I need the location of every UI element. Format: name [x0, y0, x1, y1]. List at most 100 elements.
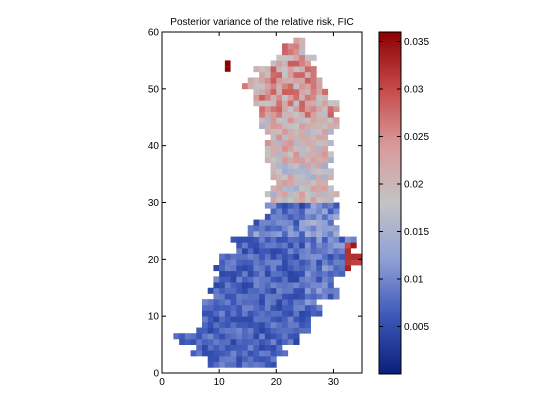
heatmap-cell — [304, 219, 311, 226]
heatmap-cell — [299, 191, 306, 198]
heatmap-cell — [247, 361, 254, 368]
heatmap-cell — [213, 321, 220, 328]
heatmap-cell — [287, 310, 294, 317]
heatmap-cell — [264, 282, 271, 289]
heatmap-cell — [219, 344, 226, 351]
heatmap-cell — [282, 185, 289, 192]
heatmap-cell — [322, 282, 329, 289]
heatmap-cell — [293, 168, 300, 175]
heatmap-cell — [276, 54, 283, 61]
heatmap-cell — [247, 253, 254, 260]
heatmap-cell — [344, 259, 351, 266]
heatmap-cell — [213, 310, 220, 317]
heatmap-cell — [299, 94, 306, 101]
heatmap-cell — [287, 253, 294, 260]
heatmap-cell — [259, 77, 266, 84]
heatmap-cell — [287, 185, 294, 192]
heatmap-cell — [339, 270, 346, 277]
heatmap-cell — [224, 270, 231, 277]
heatmap-cell — [259, 259, 266, 266]
heatmap-cell — [293, 77, 300, 84]
heatmap-cell — [299, 157, 306, 164]
heatmap-cell — [282, 265, 289, 272]
heatmap-cell — [224, 350, 231, 357]
heatmap-cell — [259, 117, 266, 124]
heatmap-cell — [276, 122, 283, 130]
heatmap-cell — [293, 225, 300, 232]
heatmap-cell — [293, 299, 300, 306]
heatmap-cell — [253, 344, 260, 351]
heatmap-cell — [293, 88, 300, 95]
heatmap-cell — [339, 236, 346, 243]
heatmap-cell — [310, 88, 317, 95]
heatmap-cell — [264, 230, 271, 237]
heatmap-cell — [304, 77, 311, 84]
heatmap-cell — [293, 157, 300, 164]
heatmap-cell — [339, 242, 346, 249]
heatmap-cell — [282, 162, 289, 169]
heatmap-cell — [310, 208, 317, 215]
heatmap-cell — [270, 344, 277, 351]
heatmap-cell — [293, 270, 300, 277]
heatmap-cell — [299, 196, 306, 203]
heatmap-cell — [299, 139, 306, 147]
heatmap-cell — [276, 321, 283, 328]
heatmap-cell — [356, 259, 363, 266]
heatmap-cell — [299, 37, 306, 44]
heatmap-cell — [282, 230, 289, 237]
heatmap-cell — [287, 276, 294, 283]
heatmap-cell — [293, 219, 300, 226]
heatmap-cell — [322, 253, 329, 260]
x-tick-label: 0 — [159, 377, 165, 388]
heatmap-cell — [327, 128, 334, 135]
heatmap-cell — [304, 83, 311, 90]
heatmap-cell — [304, 196, 311, 203]
heatmap-cell — [224, 287, 231, 294]
heatmap-cell — [293, 122, 300, 130]
heatmap-cell — [276, 259, 283, 266]
heatmap-cell — [270, 77, 277, 84]
heatmap-cell — [276, 299, 283, 306]
heatmap-cell — [230, 236, 237, 243]
heatmap-cell — [299, 77, 306, 84]
heatmap-cell — [207, 310, 214, 317]
heatmap-cell — [259, 310, 266, 317]
heatmap-cell — [287, 299, 294, 306]
heatmap-cell — [179, 333, 186, 340]
heatmap-cell — [270, 134, 277, 141]
heatmap-cell — [264, 265, 271, 272]
heatmap-cell — [287, 270, 294, 277]
heatmap-cell — [282, 179, 289, 186]
heatmap-cell — [327, 287, 334, 294]
heatmap-cell — [322, 128, 329, 135]
heatmap-cell — [293, 287, 300, 294]
heatmap-cell — [327, 293, 334, 300]
heatmap-cell — [242, 350, 249, 357]
heatmap-cell — [224, 333, 231, 340]
heatmap-cell — [270, 208, 277, 215]
heatmap-cell — [264, 151, 271, 158]
heatmap-cell — [310, 236, 317, 243]
heatmap-cell — [327, 242, 334, 249]
heatmap-cell — [264, 139, 271, 147]
heatmap-cell — [224, 299, 231, 306]
heatmap-cell — [316, 219, 323, 226]
heatmap-cell — [236, 299, 243, 306]
heatmap-cell — [270, 236, 277, 243]
heatmap-cell — [242, 242, 249, 249]
colorbar-tick-label: 0.02 — [404, 180, 424, 191]
heatmap-cell — [293, 333, 300, 340]
heatmap-cell — [299, 225, 306, 232]
heatmap-cell — [276, 344, 283, 351]
heatmap-cell — [299, 128, 306, 135]
heatmap-cell — [310, 77, 317, 84]
heatmap-cell — [253, 242, 260, 249]
heatmap-cell — [316, 128, 323, 135]
heatmap-cell — [322, 174, 329, 181]
heatmap-cell — [310, 94, 317, 101]
heatmap-cell — [322, 157, 329, 164]
heatmap-cell — [270, 276, 277, 283]
heatmap-cell — [293, 100, 300, 107]
heatmap-cell — [207, 287, 214, 294]
heatmap-cell — [350, 242, 357, 249]
